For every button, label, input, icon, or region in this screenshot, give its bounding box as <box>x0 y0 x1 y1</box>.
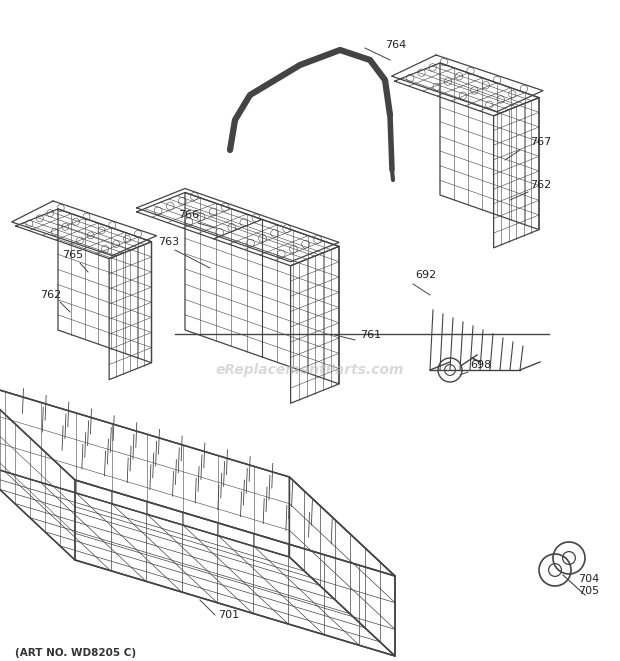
Text: 762: 762 <box>40 290 61 300</box>
Text: 763: 763 <box>158 237 179 247</box>
Text: 762: 762 <box>530 180 551 190</box>
Text: 705: 705 <box>578 586 599 596</box>
Text: 765: 765 <box>62 250 83 260</box>
Text: 692: 692 <box>415 270 436 280</box>
Text: (ART NO. WD8205 C): (ART NO. WD8205 C) <box>15 648 136 658</box>
Text: 698: 698 <box>470 360 491 370</box>
Text: 761: 761 <box>360 330 381 340</box>
Text: 767: 767 <box>530 137 551 147</box>
Text: 764: 764 <box>385 40 406 50</box>
Text: eReplacementParts.com: eReplacementParts.com <box>216 363 404 377</box>
Text: 701: 701 <box>218 610 239 620</box>
Text: 766: 766 <box>178 210 199 220</box>
Text: 704: 704 <box>578 574 600 584</box>
